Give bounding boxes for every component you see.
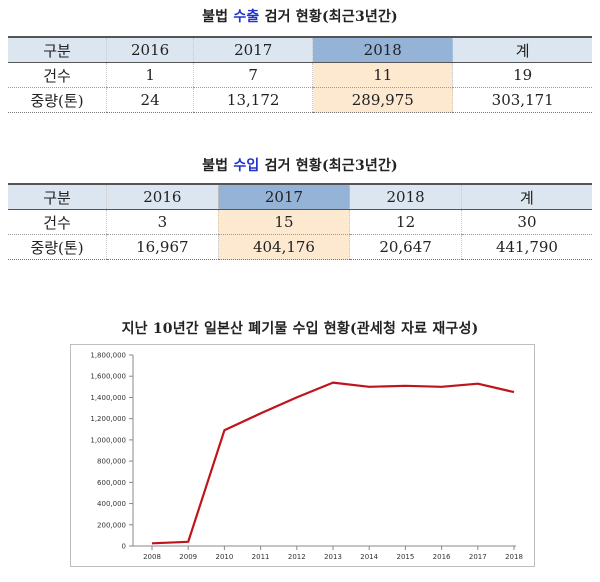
export-table-title: 불법 수출 검거 현황(최근3년간) xyxy=(202,9,398,25)
row-label: 중량(톤) xyxy=(8,87,107,113)
table-cell: 13,172 xyxy=(193,87,313,113)
chart-frame: 0 200,000 400,000 600,000 800,000 1,000,000 1,… xyxy=(70,344,535,567)
header-cell-selected: 2017 xyxy=(217,183,350,210)
x-tick-label: 2009 xyxy=(179,553,197,561)
x-tick-label: 2017 xyxy=(469,553,487,561)
header-cell: 2018 xyxy=(349,183,462,210)
table-cell: 19 xyxy=(452,62,592,88)
line-chart: 0 200,000 400,000 600,000 800,000 1,000,000 1,… xyxy=(90,352,523,562)
table-cell: 1 xyxy=(105,62,194,88)
export-table: 구분 2016 2017 2018 계 건수 1 7 11 19 중량(톤) 2… xyxy=(8,36,592,113)
import-table-title: 불법 수입 검거 현황(최근3년간) xyxy=(202,158,398,174)
table-cell: 30 xyxy=(460,209,592,235)
table-cell: 7 xyxy=(193,62,313,88)
y-tick-label: 600,000 xyxy=(97,479,126,487)
table-row: 중량(톤) 24 13,172 289,975 303,171 xyxy=(8,87,592,113)
table-row: 건수 3 15 12 30 xyxy=(8,209,592,235)
x-tick-label: 2018 xyxy=(505,553,523,561)
x-tick-label: 2014 xyxy=(360,553,378,561)
header-cell-selected: 2018 xyxy=(312,36,453,63)
y-tick-label: 200,000 xyxy=(97,521,126,529)
table-cell: 441,790 xyxy=(460,234,592,260)
table-cell: 3 xyxy=(106,209,219,235)
table-cell: 12 xyxy=(349,209,462,235)
x-tick-label: 2013 xyxy=(324,553,342,561)
x-tick-label: 2012 xyxy=(288,553,306,561)
header-cell: 2016 xyxy=(106,183,219,210)
table-cell-highlight: 11 xyxy=(312,62,453,88)
x-tick-label: 2010 xyxy=(215,553,233,561)
x-tick-label: 2016 xyxy=(433,553,451,561)
row-label: 건수 xyxy=(8,209,107,235)
y-tick-label: 0 xyxy=(122,543,126,551)
header-cell: 계 xyxy=(460,183,592,210)
table-cell: 20,647 xyxy=(349,234,462,260)
table-cell-highlight: 15 xyxy=(217,209,350,235)
y-tick-label: 400,000 xyxy=(97,500,126,508)
y-tick-label: 1,200,000 xyxy=(90,415,126,423)
y-tick-label: 1,600,000 xyxy=(90,373,126,381)
table-cell-highlight: 289,975 xyxy=(312,87,453,113)
table-cell: 16,967 xyxy=(106,234,219,260)
table-cell: 303,171 xyxy=(452,87,592,113)
header-cell: 계 xyxy=(452,36,592,63)
x-tick-label: 2008 xyxy=(143,553,161,561)
x-tick-label: 2011 xyxy=(252,553,270,561)
row-label: 건수 xyxy=(8,62,107,88)
y-tick-label: 1,000,000 xyxy=(90,436,126,444)
table-cell: 24 xyxy=(105,87,194,113)
chart-title: 지난 10년간 일본산 폐기물 수입 현황(관세청 자료 재구성) xyxy=(121,321,479,337)
series-line xyxy=(151,381,515,545)
header-cell: 2016 xyxy=(105,36,194,63)
header-cell: 구분 xyxy=(8,36,107,63)
table-header-row: 구분 2016 2017 2018 계 xyxy=(8,36,592,63)
row-label: 중량(톤) xyxy=(8,234,107,260)
header-cell: 구분 xyxy=(8,183,107,210)
import-table: 구분 2016 2017 2018 계 건수 3 15 12 30 중량(톤) … xyxy=(8,183,592,260)
y-tick-label: 800,000 xyxy=(97,458,126,466)
x-tick-label: 2015 xyxy=(396,553,414,561)
y-tick-label: 1,400,000 xyxy=(90,394,126,402)
header-cell: 2017 xyxy=(193,36,313,63)
table-cell-highlight: 404,176 xyxy=(217,234,350,260)
table-header-row: 구분 2016 2017 2018 계 xyxy=(8,183,592,210)
y-tick-label: 1,800,000 xyxy=(90,352,126,360)
table-row: 중량(톤) 16,967 404,176 20,647 441,790 xyxy=(8,234,592,260)
table-row: 건수 1 7 11 19 xyxy=(8,62,592,88)
